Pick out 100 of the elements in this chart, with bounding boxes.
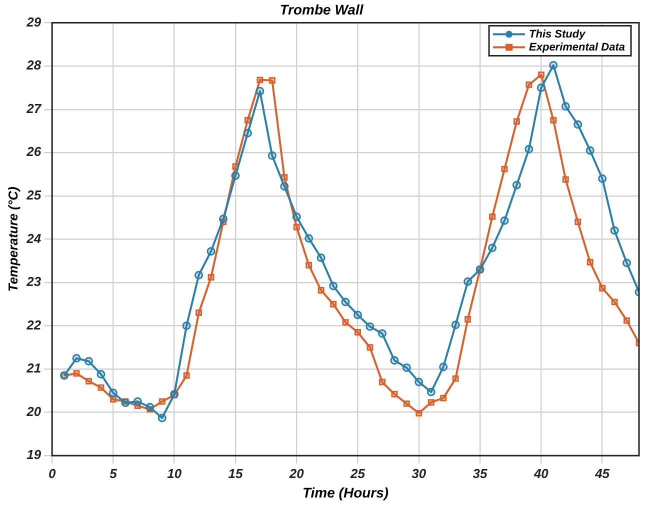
point xyxy=(598,174,607,183)
point xyxy=(610,226,619,235)
point xyxy=(403,400,410,407)
chart-title: Trombe Wall xyxy=(280,1,364,18)
point xyxy=(206,247,216,256)
y-tick-label: 21 xyxy=(26,360,42,376)
point xyxy=(84,357,93,366)
legend-label: Experimental Data xyxy=(529,41,626,54)
point xyxy=(256,76,264,84)
point xyxy=(108,388,118,398)
point xyxy=(549,60,558,70)
point xyxy=(512,180,521,190)
point xyxy=(452,375,459,382)
point xyxy=(256,86,264,96)
y-tick-label: 25 xyxy=(26,188,42,202)
point xyxy=(73,370,80,377)
point xyxy=(182,322,191,330)
y-axis-title: Temperature (°C) xyxy=(5,186,20,292)
point xyxy=(341,298,350,306)
point xyxy=(562,176,569,183)
point xyxy=(488,244,497,252)
y-tick-label: 27 xyxy=(26,100,42,116)
y-tick-label: 19 xyxy=(26,447,42,462)
point xyxy=(489,213,496,220)
x-axis-title: Time (Hours) xyxy=(302,484,389,500)
y-tick-label: 26 xyxy=(26,144,42,160)
point xyxy=(196,310,202,316)
x-tick-label: 10 xyxy=(167,466,182,481)
point xyxy=(414,378,424,386)
x-tick-label: 25 xyxy=(350,466,366,481)
point xyxy=(280,182,289,191)
point xyxy=(183,372,190,379)
point xyxy=(622,258,632,268)
point xyxy=(378,378,386,386)
point xyxy=(378,329,386,338)
y-tick-label: 22 xyxy=(26,317,42,332)
legend-label: This Study xyxy=(529,28,586,40)
point xyxy=(391,390,398,398)
point xyxy=(586,146,594,155)
point xyxy=(536,83,546,92)
point xyxy=(243,128,252,138)
point xyxy=(426,388,436,396)
point xyxy=(146,402,154,412)
point xyxy=(574,218,582,226)
point xyxy=(316,254,326,262)
y-tick-label: 29 xyxy=(26,14,42,30)
x-tick-label: 40 xyxy=(532,466,550,481)
point xyxy=(599,284,606,292)
point xyxy=(194,270,204,280)
point xyxy=(96,370,106,378)
point xyxy=(390,356,399,365)
point xyxy=(402,363,411,372)
point xyxy=(526,81,532,88)
point xyxy=(244,116,251,124)
point xyxy=(208,274,214,281)
point xyxy=(464,316,472,322)
point xyxy=(366,344,374,351)
y-tick-label: 24 xyxy=(26,230,42,246)
x-tick-label: 0 xyxy=(48,466,56,481)
point xyxy=(451,320,460,330)
x-tick-label: 30 xyxy=(412,466,427,481)
x-tick-label: 15 xyxy=(228,466,244,481)
y-tick-label: 23 xyxy=(26,274,42,290)
x-tick-label: 20 xyxy=(288,466,305,481)
point xyxy=(219,214,228,224)
x-tick-label: 35 xyxy=(472,466,488,481)
point xyxy=(158,398,166,405)
point xyxy=(158,414,166,422)
point xyxy=(624,317,630,324)
point xyxy=(439,362,448,372)
point xyxy=(574,120,582,129)
point xyxy=(231,171,240,180)
point xyxy=(98,384,104,391)
point xyxy=(72,354,81,362)
point xyxy=(586,258,594,266)
y-tick-label: 28 xyxy=(26,58,42,73)
point xyxy=(501,166,508,172)
point xyxy=(464,277,472,286)
point xyxy=(318,287,324,294)
point xyxy=(611,298,618,306)
point xyxy=(329,282,338,290)
point xyxy=(354,310,362,320)
point xyxy=(500,216,509,225)
point xyxy=(86,378,92,384)
point xyxy=(293,224,300,230)
point xyxy=(538,72,544,78)
point xyxy=(342,319,349,326)
point xyxy=(330,300,337,308)
point xyxy=(268,77,276,84)
point xyxy=(110,396,116,403)
point xyxy=(133,397,142,406)
point xyxy=(281,174,288,181)
point xyxy=(416,410,422,416)
point xyxy=(524,144,534,154)
point xyxy=(121,398,130,408)
point xyxy=(440,394,447,402)
point xyxy=(292,212,301,221)
point xyxy=(513,118,520,125)
point xyxy=(561,102,570,111)
point xyxy=(428,399,434,406)
